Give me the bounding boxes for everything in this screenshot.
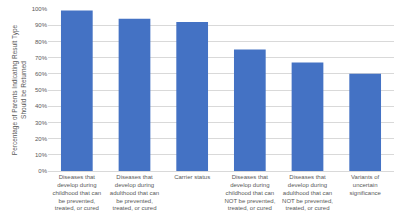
svg-text:60%: 60% [35, 71, 48, 77]
svg-text:Diseases thatdevelop duringchi: Diseases thatdevelop duringchildhood tha… [52, 174, 101, 211]
svg-text:50%: 50% [35, 87, 48, 93]
svg-text:Diseases thatdevelop duringadu: Diseases thatdevelop duringadulthood tha… [110, 174, 159, 211]
svg-text:0%: 0% [38, 168, 47, 174]
svg-text:Variants ofuncertainsignifican: Variants ofuncertainsignificance [349, 174, 381, 196]
svg-text:80%: 80% [35, 39, 48, 45]
svg-text:Diseases thatdevelop duringchi: Diseases thatdevelop duringchildhood tha… [224, 174, 275, 211]
svg-text:70%: 70% [35, 55, 48, 61]
svg-text:Percentage of Parents Indicati: Percentage of Parents Indicating Result … [11, 24, 26, 155]
svg-text:10%: 10% [35, 152, 48, 158]
svg-text:Diseases thatdevelop duringadu: Diseases thatdevelop duringadulthood tha… [282, 174, 333, 211]
svg-text:90%: 90% [35, 22, 48, 28]
svg-text:20%: 20% [35, 136, 48, 142]
svg-text:100%: 100% [32, 6, 48, 12]
svg-text:Carrier status: Carrier status [174, 174, 210, 180]
svg-text:40%: 40% [35, 103, 48, 109]
svg-text:30%: 30% [35, 120, 48, 126]
